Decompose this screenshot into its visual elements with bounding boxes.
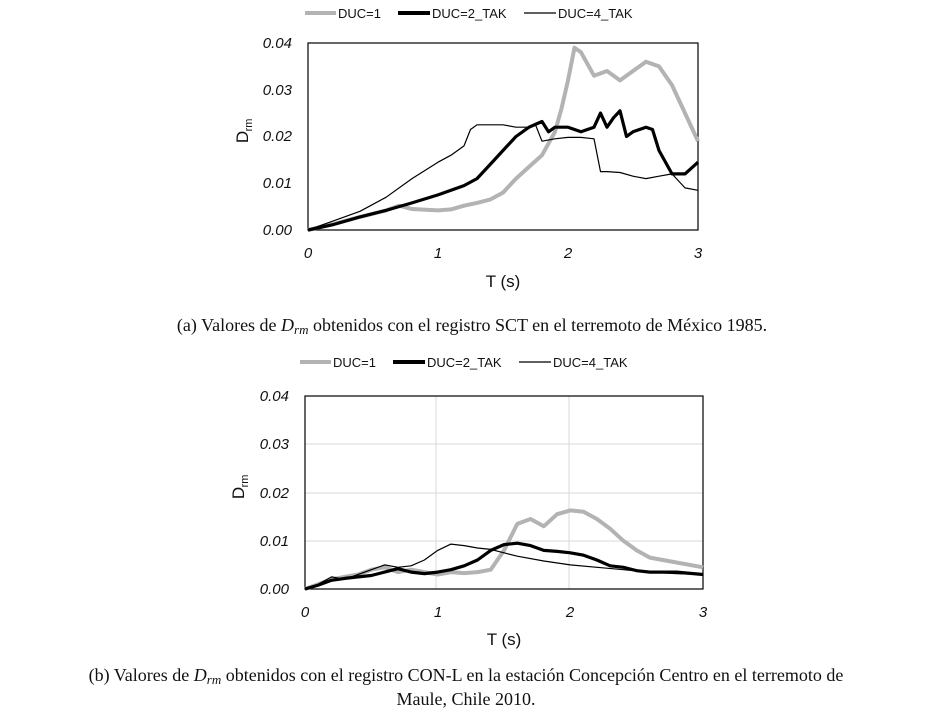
- plot-area-a: [307, 42, 699, 231]
- plot-area-b: [304, 395, 704, 590]
- legend-b-label-duc2: DUC=2_TAK: [427, 355, 502, 370]
- y-tick-a-1: 0.01: [263, 175, 292, 192]
- chart-b: DUC=1 DUC=2_TAK DUC=4_TAK 0.00 0.01 0.02…: [229, 355, 708, 649]
- gridlines-b: [305, 396, 703, 589]
- y-tick-a-2: 0.02: [263, 128, 293, 145]
- y-tick-a-0: 0.00: [263, 222, 293, 239]
- y-tick-a-3: 0.03: [263, 82, 293, 99]
- caption-b-var: D: [193, 665, 207, 685]
- y-tick-b-1: 0.01: [260, 533, 289, 550]
- series-a-duc1-line: [307, 45, 700, 232]
- y-axis-label-b-main: D: [229, 487, 248, 499]
- caption-a-var: D: [280, 315, 294, 335]
- series-b-duc4-tak-line: [304, 543, 704, 590]
- caption-b-line1: (b) Valores de Drm obtenidos con el regi…: [89, 665, 844, 687]
- legend-a: DUC=1 DUC=2_TAK DUC=4_TAK: [305, 6, 633, 21]
- caption-b-prefix: (b) Valores de: [89, 665, 194, 686]
- caption-a: (a) Valores de Drm obtenidos con el regi…: [177, 315, 767, 337]
- legend-a-label-duc4: DUC=4_TAK: [558, 6, 633, 21]
- x-tick-b-1: 1: [434, 604, 442, 621]
- y-axis-label-b: D rm: [229, 475, 251, 500]
- legend-a-label-duc2: DUC=2_TAK: [432, 6, 507, 21]
- y-axis-label-b-sub: rm: [239, 475, 251, 488]
- legend-b-label-duc1: DUC=1: [333, 355, 376, 370]
- x-axis-label-b: T (s): [487, 630, 522, 649]
- series-a-duc4-tak-line: [307, 124, 699, 231]
- caption-b-rest: obtenidos con el registro CON-L en la es…: [221, 665, 843, 685]
- x-tick-b-2: 2: [565, 604, 575, 621]
- series-a-duc2-tak-line: [307, 109, 700, 232]
- y-axis-label-a-main: D: [233, 131, 252, 143]
- x-tick-a-2: 2: [563, 245, 573, 262]
- y-tick-b-3: 0.03: [260, 436, 290, 453]
- x-tick-a-0: 0: [304, 245, 313, 262]
- series-b-duc2-tak-line: [304, 541, 704, 591]
- caption-a-rest: obtenidos con el registro SCT en el terr…: [309, 315, 768, 335]
- x-tick-a-1: 1: [434, 245, 442, 262]
- legend-b-label-duc4: DUC=4_TAK: [553, 355, 628, 370]
- x-axis-label-a: T (s): [486, 272, 521, 291]
- caption-a-prefix: (a) Valores de: [177, 315, 281, 336]
- y-axis-label-a-sub: rm: [243, 119, 255, 132]
- legend-b: DUC=1 DUC=2_TAK DUC=4_TAK: [300, 355, 628, 370]
- caption-b-sub: rm: [207, 672, 221, 687]
- x-tick-a-3: 3: [694, 245, 703, 262]
- caption-b-line2: Maule, Chile 2010.: [397, 689, 536, 709]
- legend-a-label-duc1: DUC=1: [338, 6, 381, 21]
- y-tick-b-0: 0.00: [260, 581, 290, 598]
- x-tick-b-0: 0: [301, 604, 310, 621]
- y-tick-b-4: 0.04: [260, 388, 289, 405]
- chart-a: DUC=1 DUC=2_TAK DUC=4_TAK 0.00 0.01 0.02…: [233, 6, 703, 291]
- y-axis-label-a: D rm: [233, 119, 255, 144]
- y-tick-a-4: 0.04: [263, 35, 292, 52]
- x-tick-b-3: 3: [699, 604, 708, 621]
- y-tick-b-2: 0.02: [260, 485, 290, 502]
- caption-a-sub: rm: [294, 322, 308, 337]
